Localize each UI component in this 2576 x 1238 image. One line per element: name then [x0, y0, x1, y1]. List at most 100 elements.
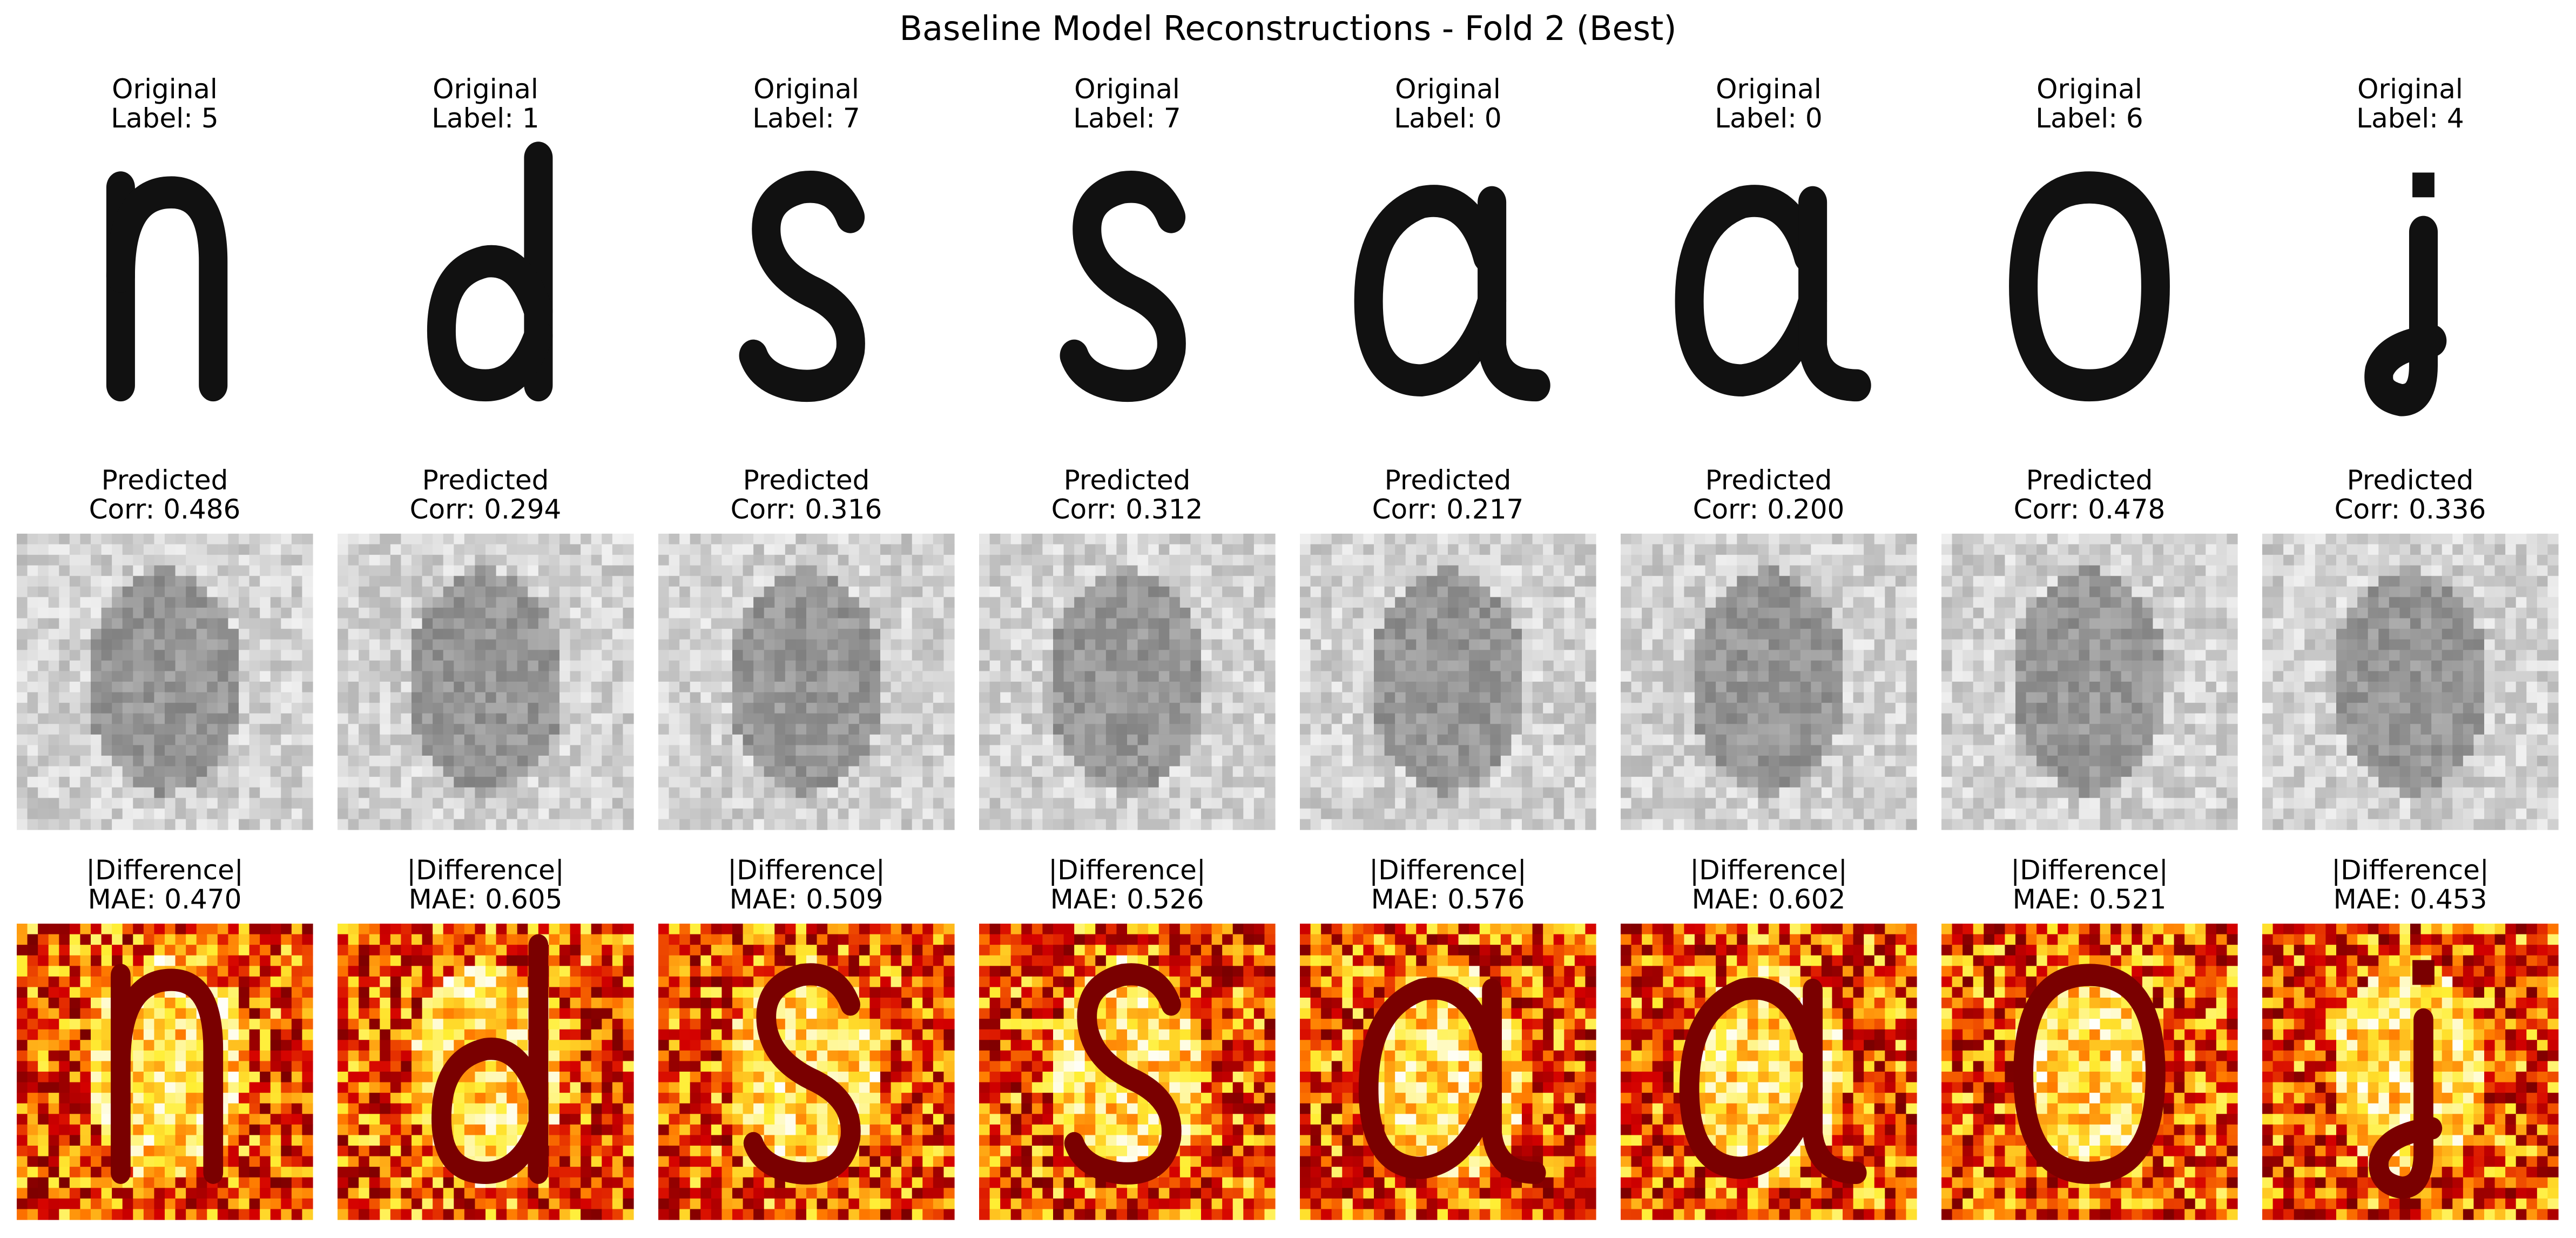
pixel [528, 629, 539, 640]
pixel [1585, 734, 1596, 746]
pixel [1300, 576, 1311, 587]
pixel [1532, 713, 1543, 724]
pixel [390, 618, 402, 629]
pixel [401, 586, 412, 598]
pixel [1021, 777, 1033, 788]
pixel [2216, 544, 2228, 555]
pixel [623, 534, 634, 545]
pixel [1769, 608, 1780, 619]
pixel [186, 808, 197, 820]
pixel [538, 703, 550, 714]
pixel [1621, 544, 1632, 555]
pixel [1148, 597, 1159, 608]
pixel [1843, 544, 1854, 555]
pixel [1726, 692, 1737, 703]
pixel [1042, 724, 1054, 735]
pixel [217, 660, 229, 672]
pixel [1832, 544, 1843, 555]
pixel [743, 724, 754, 735]
pixel [359, 586, 370, 598]
pixel [827, 576, 839, 587]
pixel [1331, 555, 1343, 566]
pixel [1063, 618, 1075, 629]
pixel [1941, 608, 1953, 619]
pixel [517, 692, 528, 703]
pixel [1211, 586, 1223, 598]
pixel [1821, 808, 1833, 820]
pixel [669, 671, 680, 682]
pixel [1522, 534, 1533, 545]
pixel [1201, 682, 1212, 693]
pixel [517, 555, 528, 566]
pixel [1253, 534, 1265, 545]
pixel [538, 745, 550, 756]
pixel [1864, 534, 1875, 545]
pixel [817, 534, 828, 545]
pixel [591, 671, 602, 682]
pixel [228, 808, 239, 820]
pixel [1511, 808, 1522, 820]
pixel [1511, 576, 1522, 587]
pixel [1264, 586, 1276, 598]
pixel [1553, 766, 1565, 777]
pixel [122, 766, 133, 777]
pixel [559, 692, 571, 703]
pixel [2100, 597, 2111, 608]
pixel [401, 660, 412, 672]
pixel [1652, 724, 1663, 735]
pixel [1416, 650, 1427, 661]
pixel [69, 777, 81, 788]
predicted-image [17, 534, 313, 830]
pixel [1490, 777, 1501, 788]
pixel [1832, 808, 1843, 820]
pixel [369, 808, 380, 820]
pixel [2079, 586, 2090, 598]
pixel [1779, 756, 1790, 767]
pixel [433, 734, 444, 746]
pixel [1564, 745, 1575, 756]
pixel [1695, 724, 1706, 735]
pixel [570, 671, 581, 682]
pixel [2132, 586, 2143, 598]
pixel [1158, 608, 1170, 619]
pixel [1127, 544, 1138, 555]
pixel [1853, 787, 1864, 798]
pixel [1479, 682, 1491, 693]
pixel [1811, 734, 1822, 746]
pixel [912, 745, 923, 756]
pixel [1695, 608, 1706, 619]
pixel [359, 555, 370, 566]
pixel [380, 734, 391, 746]
pixel [1084, 713, 1096, 724]
pixel [1211, 671, 1223, 682]
pixel [943, 597, 955, 608]
pixel [1448, 565, 1459, 576]
pixel [2142, 586, 2154, 598]
pixel [1053, 629, 1064, 640]
pixel [496, 703, 507, 714]
pixel [2121, 544, 2132, 555]
pixel [623, 608, 634, 619]
pixel [1021, 756, 1033, 767]
pixel [1726, 808, 1737, 820]
pixel [1437, 576, 1448, 587]
pixel [880, 565, 892, 576]
pixel [1010, 597, 1022, 608]
pixel [1895, 597, 1907, 608]
pixel [591, 618, 602, 629]
pixel [859, 618, 871, 629]
pixel [17, 555, 28, 566]
pixel [669, 576, 680, 587]
pixel [721, 576, 733, 587]
pixel [1395, 671, 1406, 682]
pixel [401, 534, 412, 545]
pixel [690, 766, 701, 777]
pixel [291, 565, 303, 576]
pixel [623, 798, 634, 809]
pixel [1243, 798, 1255, 809]
pixel [260, 555, 271, 566]
pixel [2015, 597, 2027, 608]
pixel [1631, 597, 1642, 608]
pixel [1779, 576, 1790, 587]
pixel [1564, 692, 1575, 703]
